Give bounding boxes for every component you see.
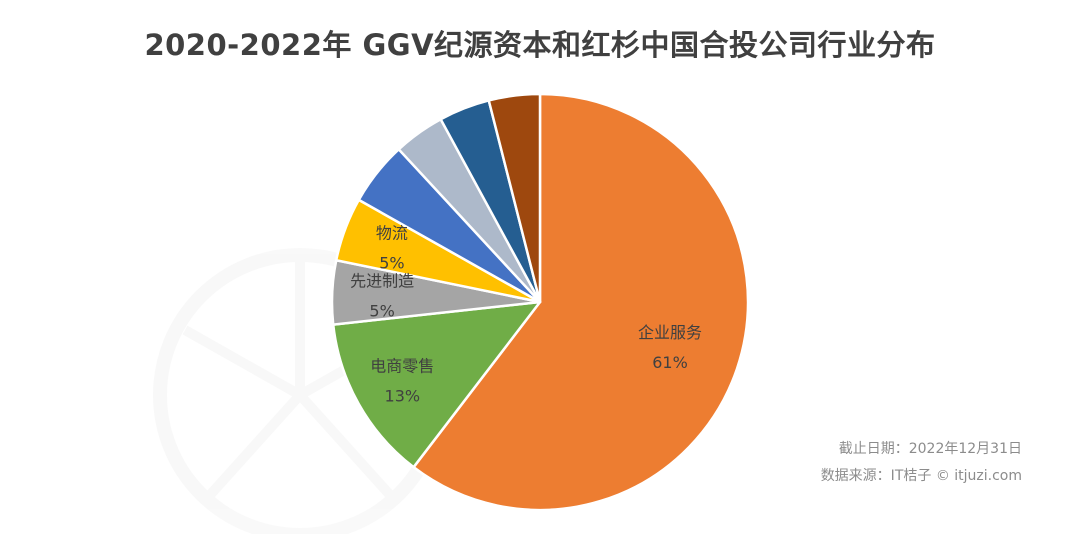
source-note: 数据来源：IT桔子 © itjuzi.com [820,468,1022,484]
slice-label-name-0: 企业服务 [638,323,702,342]
pie-slice-1 [331,300,542,469]
cutoff-date-note: 截止日期：2022年12月31日 [838,441,1022,457]
chart-title: 2020-2022年 GGV纪源资本和红杉中国合投公司行业分布 [144,28,936,62]
pie-slice-7 [487,92,542,304]
slice-label-name-3: 物流 [376,224,408,243]
slice-label-value-2: 5% [369,302,394,321]
slice-label-name-1: 电商零售 [370,357,434,376]
slice-label-value-3: 5% [379,254,404,273]
slice-label-name-2: 先进制造 [350,272,414,291]
pie-slice-0 [412,92,750,512]
slice-label-value-1: 13% [385,387,421,406]
pie-slices [330,92,750,512]
slice-label-value-0: 61% [652,353,688,372]
